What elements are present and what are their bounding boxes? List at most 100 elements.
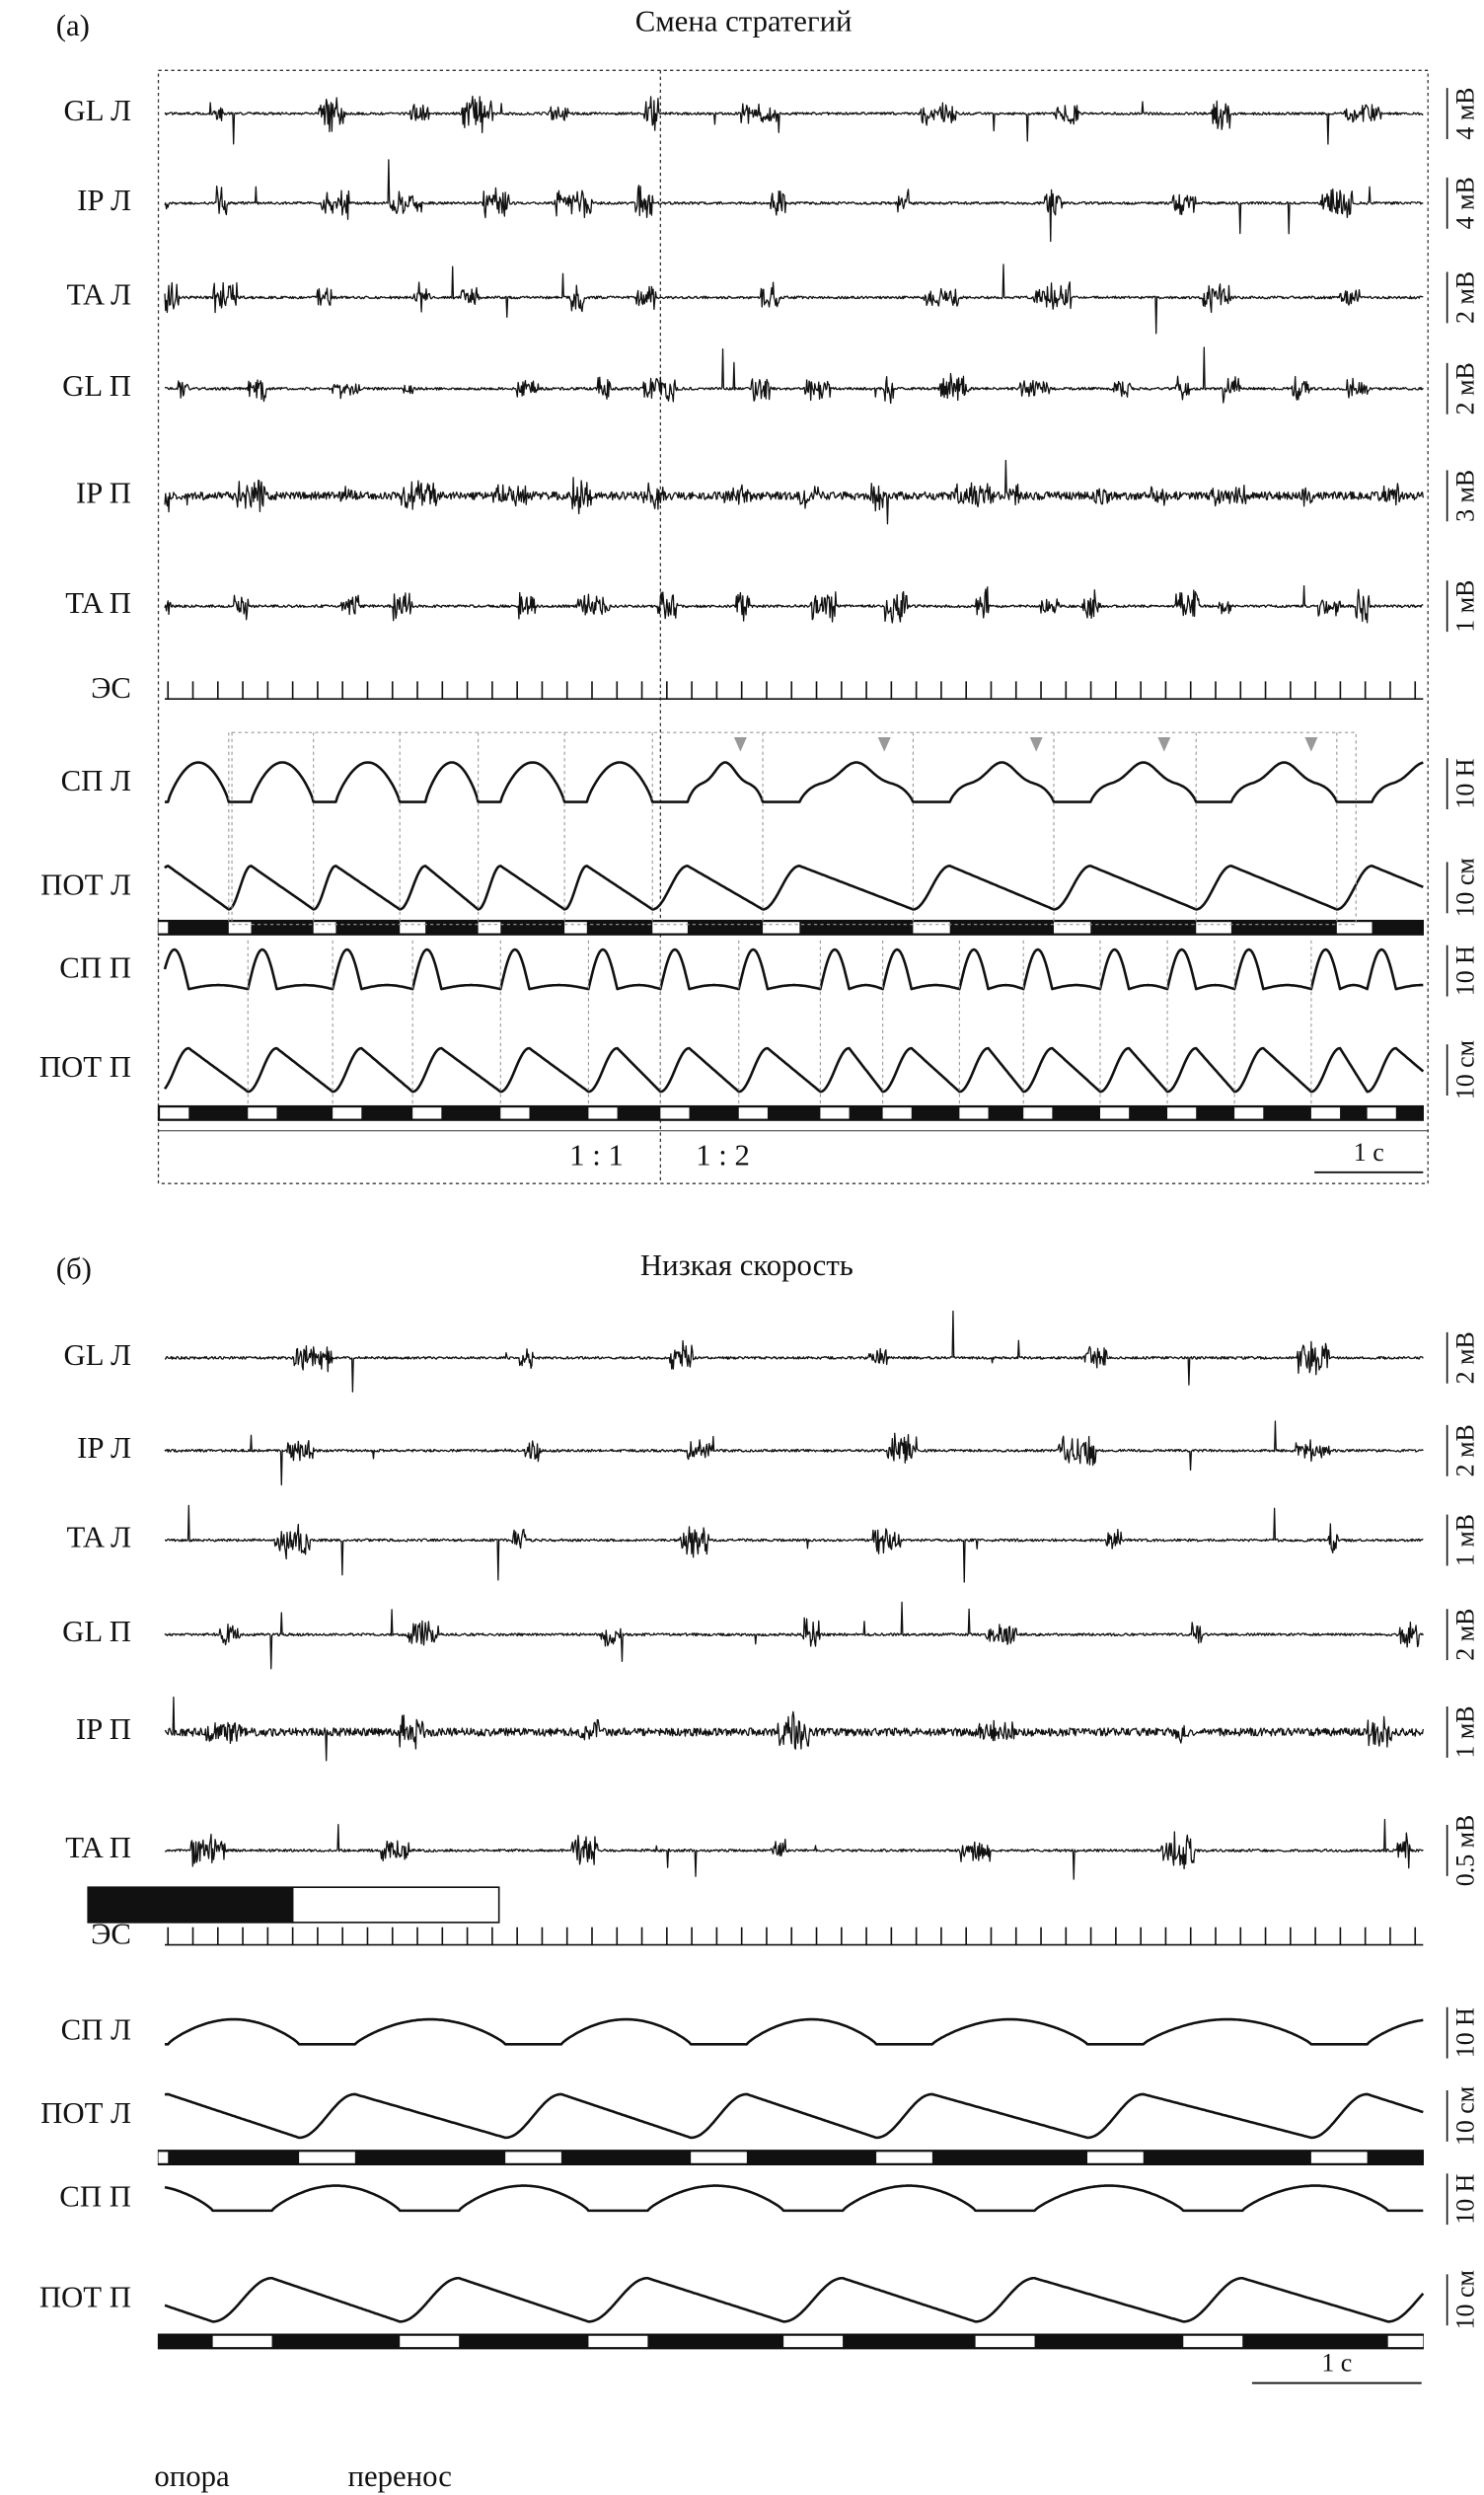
swing-segment <box>1387 2335 1424 2348</box>
swing-segment <box>1099 1107 1130 1119</box>
arrow <box>733 737 747 752</box>
swing-segment <box>1310 1107 1341 1119</box>
trace-label: IP Л <box>77 1431 131 1465</box>
swing-segment <box>1196 922 1231 934</box>
emg-trace <box>164 1310 1424 1393</box>
swing-segment <box>588 2335 648 2348</box>
trace-label: GL П <box>62 369 131 403</box>
scale-label: 10 см <box>1451 1040 1480 1099</box>
panel-title: Низкая скорость <box>640 1248 853 1282</box>
swing-segment <box>333 1107 362 1119</box>
emg-trace <box>164 1818 1424 1880</box>
legend-swing-swatch <box>291 1886 500 1924</box>
scale-label: 2 мВ <box>1451 362 1480 415</box>
swing-segment <box>158 2152 169 2163</box>
scale-label: 10 Н <box>1451 2174 1480 2225</box>
scale-label: 0.5 мВ <box>1451 1815 1480 1887</box>
swing-segment <box>248 1107 277 1119</box>
arrow <box>877 737 891 752</box>
scale-label: 1 мВ <box>1451 580 1480 633</box>
scale-label: 10 см <box>1451 2270 1480 2329</box>
swing-segment <box>691 2152 747 2163</box>
swing-segment <box>160 1107 189 1119</box>
trace-label: TA П <box>65 1831 131 1864</box>
trace-label: СП Л <box>61 2013 131 2047</box>
swing-segment <box>400 922 426 934</box>
swing-segment <box>882 1107 912 1119</box>
swing-segment <box>228 922 252 934</box>
legend-swing: перенос <box>347 2459 451 2493</box>
ratio-label: 1 : 2 <box>696 1138 750 1172</box>
swing-segment <box>660 1107 690 1119</box>
swing-segment <box>820 1107 850 1119</box>
swing-segment <box>400 2335 460 2348</box>
scale-label: 10 Н <box>1451 2007 1480 2058</box>
legend-stance: опора <box>154 2459 230 2493</box>
force-trace <box>164 761 1424 803</box>
trace-label: СП П <box>59 2179 131 2213</box>
trace-label: ПОТ Л <box>40 2096 131 2130</box>
time-scale-label: 1 с <box>1321 2349 1352 2378</box>
arrow <box>1304 737 1318 752</box>
swing-segment <box>500 1107 530 1119</box>
panel-frame <box>157 69 1429 1184</box>
position-trace <box>163 1046 1425 1094</box>
arrow <box>1157 737 1171 752</box>
swing-segment <box>1336 922 1373 934</box>
sync-label: ЭС <box>91 671 131 705</box>
position-trace <box>164 2276 1425 2323</box>
trace-label: GL Л <box>64 94 131 127</box>
swing-segment <box>1087 2152 1144 2163</box>
swing-segment <box>1054 922 1091 934</box>
emg-trace <box>164 1504 1424 1583</box>
emg-trace <box>164 1601 1424 1670</box>
swing-segment <box>1234 1107 1264 1119</box>
panel-label: (б) <box>56 1251 92 1285</box>
trace-label: GL П <box>62 1615 131 1648</box>
ratio-label: 1 : 1 <box>569 1138 624 1172</box>
swing-segment <box>975 2335 1035 2348</box>
trace-label: IP П <box>76 476 131 509</box>
trace-label: TA Л <box>67 277 131 311</box>
swing-segment <box>959 1107 989 1119</box>
force-trace <box>164 2017 1424 2046</box>
swing-segment <box>1367 1107 1396 1119</box>
swing-segment <box>738 1107 768 1119</box>
trace-label: IP П <box>76 1712 131 1746</box>
swing-segment <box>876 2152 932 2163</box>
swing-segment <box>564 922 587 934</box>
trace-label: TA П <box>65 586 131 620</box>
trace-label: IP Л <box>77 184 131 217</box>
swing-segment <box>212 2335 272 2348</box>
scale-label: 10 см <box>1451 858 1480 917</box>
scale-label: 2 мВ <box>1451 1424 1480 1476</box>
guide-box <box>231 731 1357 926</box>
trace-label: СП П <box>59 951 131 985</box>
swing-segment <box>652 922 688 934</box>
scale-label: 1 мВ <box>1451 1705 1480 1758</box>
trace-label: GL Л <box>64 1338 131 1372</box>
sync-label: ЭС <box>91 1918 131 1951</box>
scale-label: 2 мВ <box>1451 1609 1480 1661</box>
scale-label: 2 мВ <box>1451 271 1480 324</box>
swing-segment <box>783 2335 844 2348</box>
panel-title: Смена стратегий <box>635 4 853 38</box>
swing-segment <box>158 922 169 934</box>
emg-trace <box>164 459 1424 525</box>
position-trace <box>164 2092 1424 2140</box>
trace-label: ПОТ Л <box>40 868 131 901</box>
scale-label: 10 см <box>1451 2086 1480 2146</box>
trace-label: СП Л <box>61 764 131 797</box>
arrow <box>1029 737 1043 752</box>
panel-label: (а) <box>56 9 90 42</box>
scale-label: 4 мВ <box>1451 177 1480 229</box>
emg-trace <box>164 159 1424 243</box>
emg-trace <box>164 346 1424 405</box>
swing-segment <box>1167 1107 1197 1119</box>
scale-label: 1 мВ <box>1451 1514 1480 1566</box>
trace-label: ПОТ П <box>39 2280 131 2313</box>
swing-segment <box>1023 1107 1053 1119</box>
